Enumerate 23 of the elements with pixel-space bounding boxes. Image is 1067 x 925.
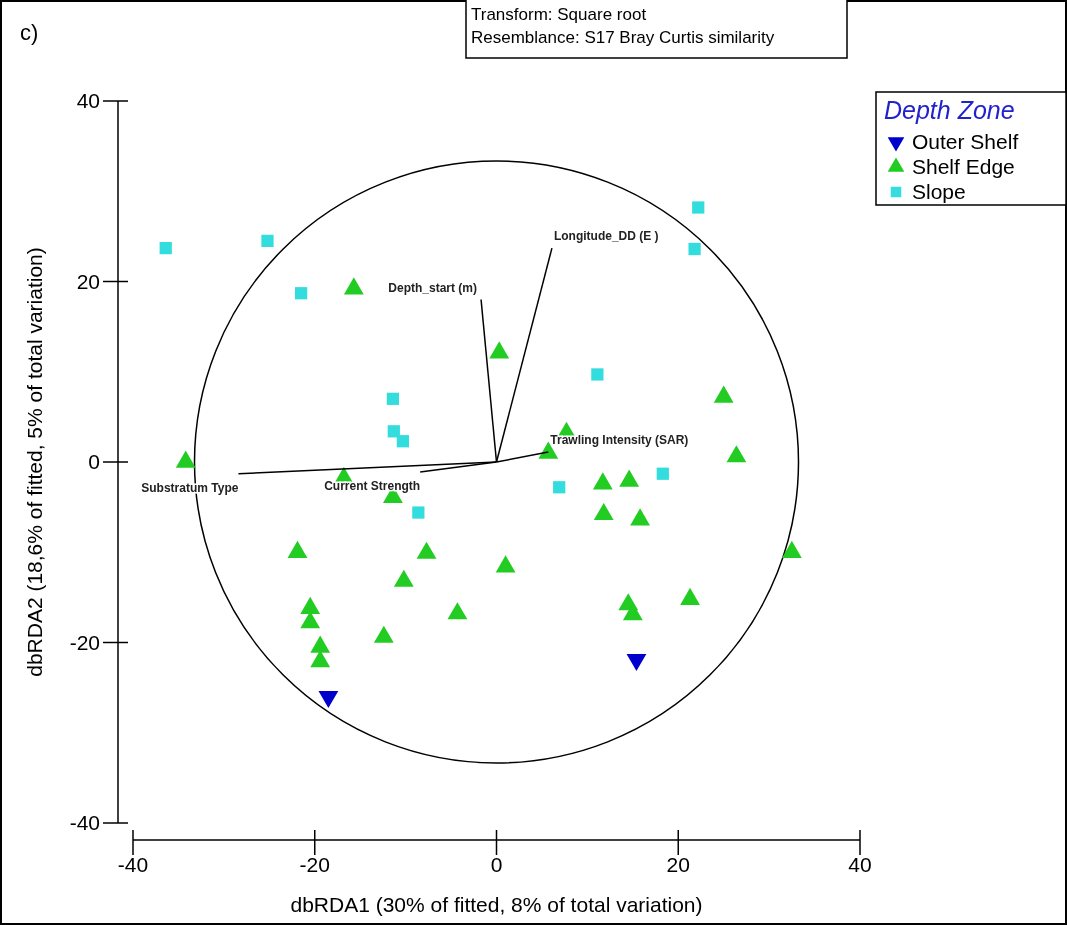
text: Resemblance: S17 Bray Curtis similarity (471, 28, 775, 47)
y-tick-label: -40 (69, 811, 100, 835)
x-tick-label: 20 (666, 853, 690, 876)
y-tick-label: 20 (76, 269, 100, 293)
legend-label: Outer Shelf (912, 130, 1019, 154)
legend-label: Slope (912, 180, 966, 204)
text: c) (20, 20, 39, 45)
x-tick-label: -40 (117, 853, 149, 876)
text: Transform: Square root (471, 5, 647, 24)
annotation: Current Strength (324, 478, 421, 493)
x-tick-label: 0 (490, 853, 503, 876)
legend-label: Shelf Edge (912, 155, 1015, 179)
y-axis-title: dbRDA2 (18,6% of fitted, 5% of total variation) (23, 247, 46, 677)
annotation: Depth_start (m) (388, 280, 478, 295)
y-tick-label: -20 (69, 630, 100, 654)
x-tick-label: 40 (848, 853, 872, 876)
legend-title: Depth Zone (884, 96, 1015, 124)
y-tick-label: 40 (76, 89, 100, 113)
x-tick-label: -20 (299, 853, 330, 876)
y-tick-label: 0 (88, 450, 100, 474)
annotation: Trawling Intensity (SAR) (550, 433, 689, 448)
annotation: Longitude_DD (E ) (553, 229, 659, 244)
x-axis-title: dbRDA1 (30% of fitted, 8% of total variation) (290, 893, 703, 916)
